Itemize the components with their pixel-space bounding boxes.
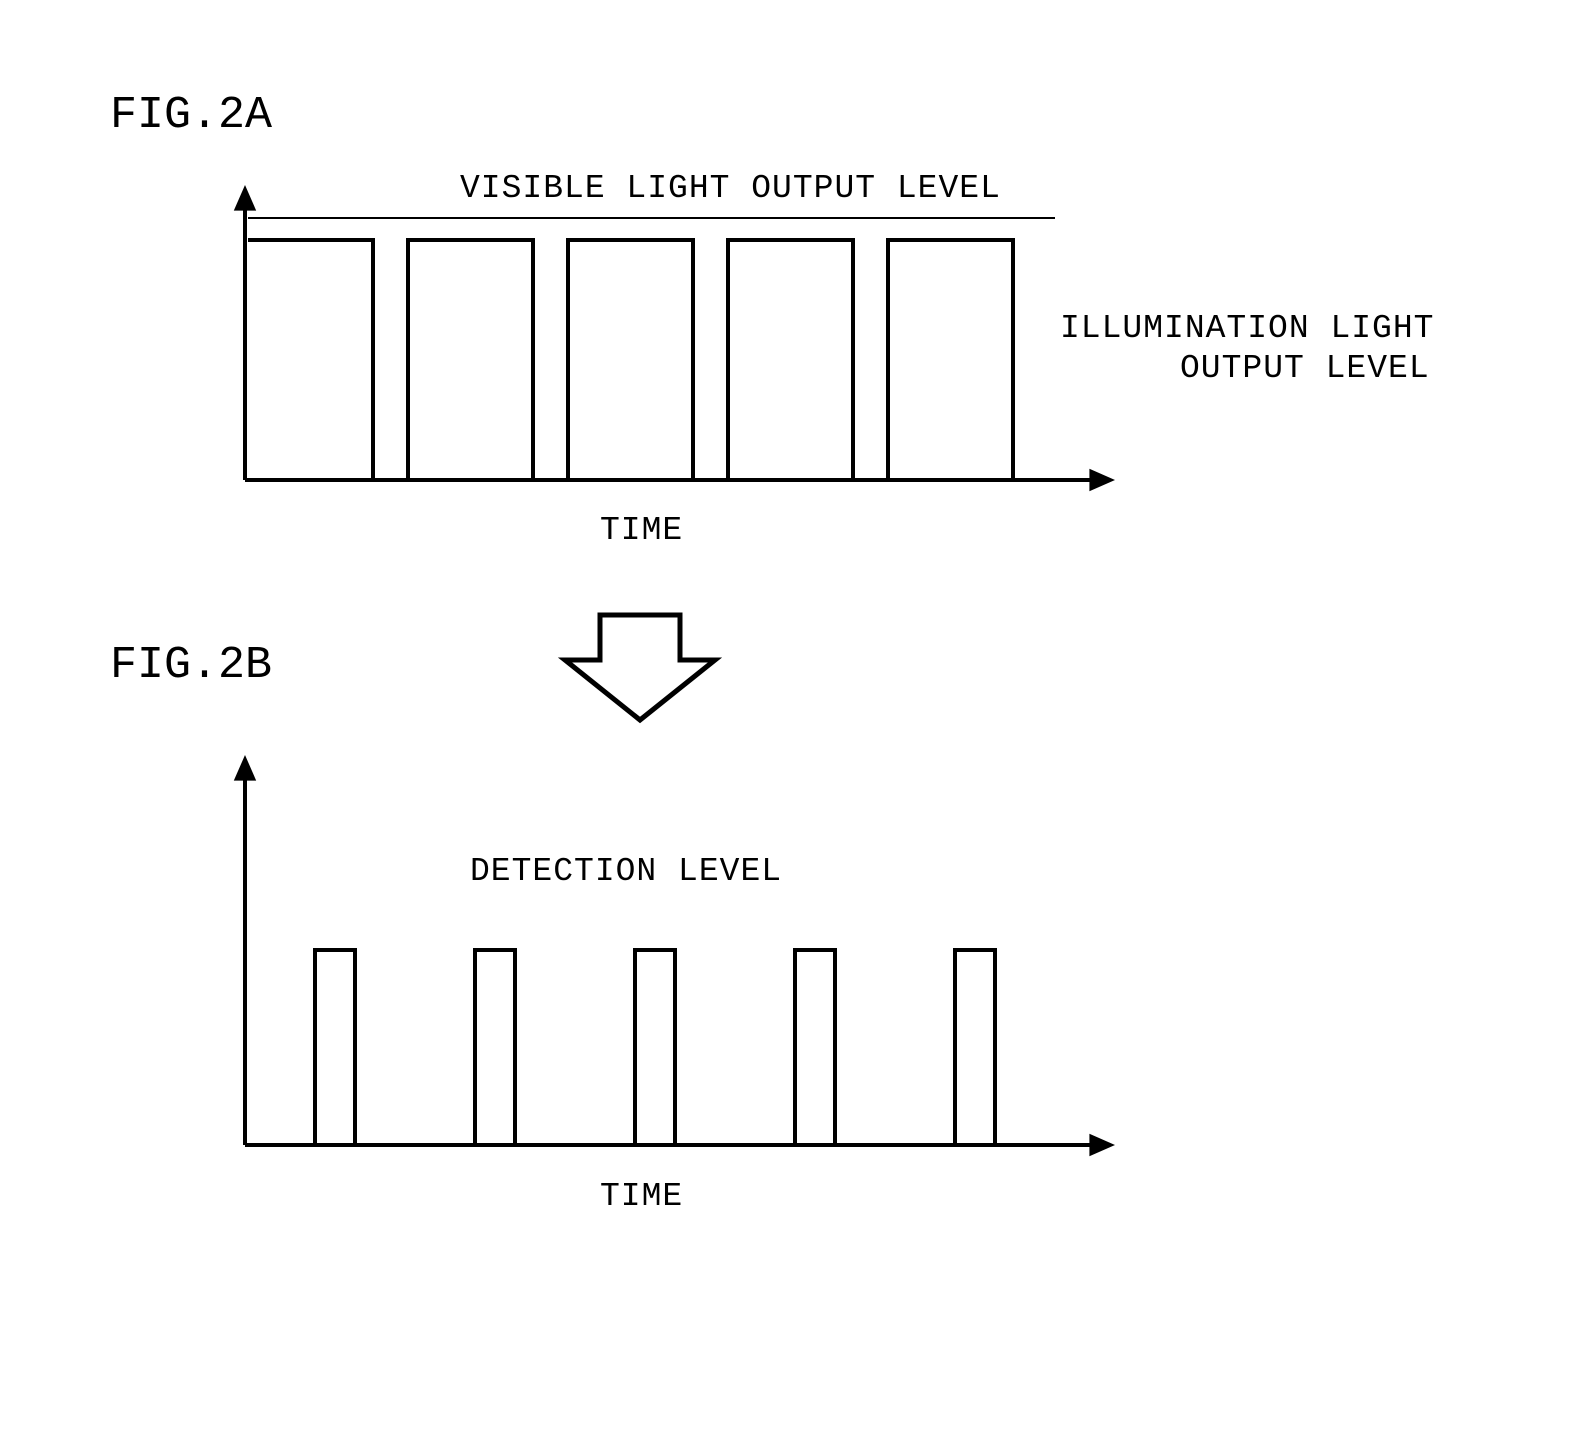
fig2b-y-arrow — [234, 755, 256, 781]
fig2b-xlabel: TIME — [600, 1178, 683, 1215]
page: FIG.2A VISIBLE LIGHT OUTPUT LEVEL ILLUMI… — [0, 0, 1576, 1431]
fig2b-x-arrow — [1089, 1134, 1115, 1156]
fig2b-chart — [0, 0, 1576, 1431]
fig2b-waveform — [245, 950, 1035, 1145]
fig2b-top-label: DETECTION LEVEL — [470, 853, 782, 890]
